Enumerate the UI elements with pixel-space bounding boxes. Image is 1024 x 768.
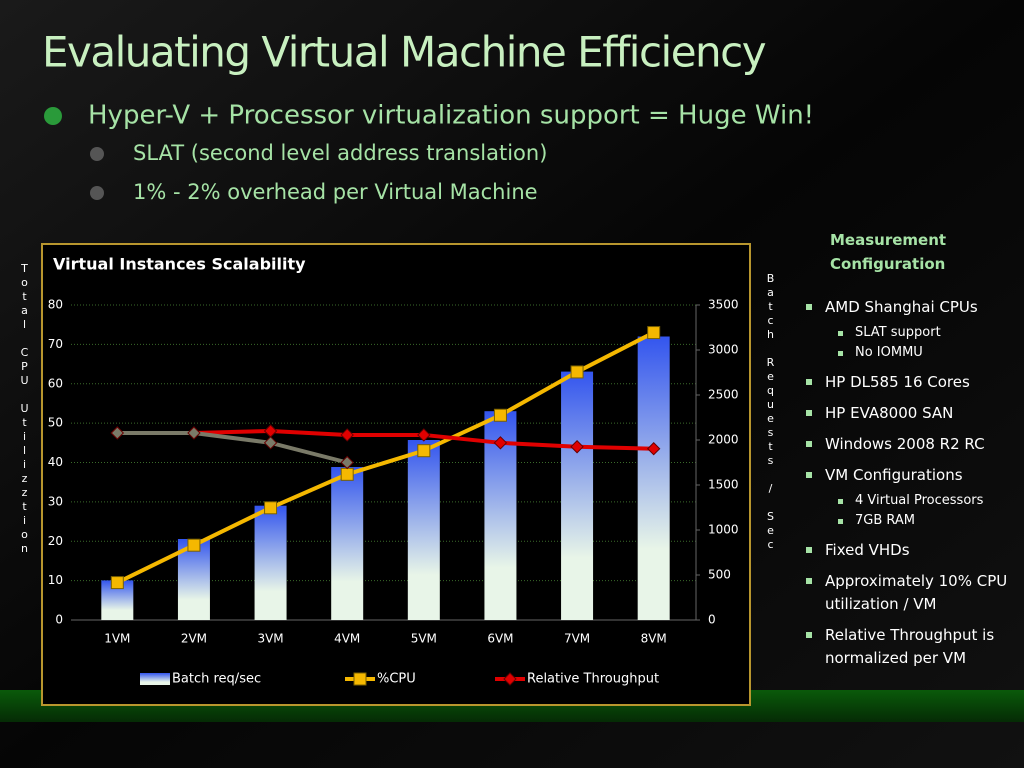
line-marker: [646, 442, 661, 456]
series-line: [116, 330, 655, 585]
line-marker: [264, 501, 278, 515]
y-tick-label: 10: [48, 573, 63, 587]
legend-label: %CPU: [377, 672, 416, 687]
bar: [637, 336, 670, 620]
x-tick-label: 3VM: [257, 632, 283, 646]
bar: [407, 440, 440, 620]
line-marker: [570, 440, 584, 454]
y2-tick-label: 1000: [708, 523, 739, 537]
y2-tick-label: 0: [708, 613, 716, 627]
x-tick-label: 5VM: [411, 632, 437, 646]
y2-tick-label: 2000: [708, 433, 739, 447]
x-tick-label: 8VM: [641, 632, 667, 646]
y2-tick-label: 3500: [708, 298, 739, 312]
x-tick-label: 4VM: [334, 632, 360, 646]
config-item: Windows 2008 R2 RC: [800, 433, 1010, 456]
line-marker: [353, 672, 367, 686]
y2-tick-label: 1500: [708, 478, 739, 492]
x-tick-label: 7VM: [564, 632, 590, 646]
config-item: AMD Shanghai CPUs: [800, 296, 1010, 319]
sub-bullet: SLAT (second level address translation): [133, 141, 547, 165]
line-marker: [417, 444, 431, 458]
config-item: Fixed VHDs: [800, 539, 1010, 562]
y-tick-label: 70: [48, 337, 63, 351]
bar: [561, 371, 594, 620]
config-subitem: 7GB RAM: [800, 511, 1010, 531]
line-marker: [187, 426, 201, 440]
config-item: Approximately 10% CPU utilization / VM: [800, 570, 1010, 616]
y-tick-label: 50: [48, 416, 63, 430]
bar: [331, 467, 364, 620]
x-tick-label: 2VM: [181, 632, 207, 646]
bullet-icon: [44, 107, 62, 125]
config-item: HP EVA8000 SAN: [800, 402, 1010, 425]
sub-bullet: 1% - 2% overhead per Virtual Machine: [133, 180, 538, 204]
slide-title: Evaluating Virtual Machine Efficiency: [42, 28, 766, 77]
line-marker: [263, 436, 278, 450]
y-tick-label: 0: [55, 613, 63, 627]
y-tick-label: 30: [48, 494, 63, 508]
x-tick-label: 6VM: [487, 632, 513, 646]
y-tick-label: 40: [48, 455, 63, 469]
line-marker: [110, 576, 124, 590]
series-line: [117, 430, 348, 465]
y-tick-label: 60: [48, 376, 63, 390]
bar: [254, 505, 287, 620]
config-item: VM Configurations: [800, 464, 1010, 487]
y2-tick-label: 3000: [708, 343, 739, 357]
bullet-dot: [90, 186, 104, 200]
line-marker: [340, 428, 354, 442]
bullet-dot: [90, 147, 104, 161]
line-marker: [263, 424, 278, 438]
x-tick-label: 1VM: [104, 632, 130, 646]
line-marker: [493, 436, 508, 450]
line-marker: [570, 365, 584, 379]
chart-frame: [41, 243, 751, 706]
config-item: HP DL585 16 Cores: [800, 371, 1010, 394]
line-marker: [187, 538, 201, 552]
line-marker: [503, 672, 517, 686]
config-subitems: 4 Virtual Processors 7GB RAM: [800, 491, 1010, 531]
config-subitem: 4 Virtual Processors: [800, 491, 1010, 511]
config-heading: Measurement Configuration: [830, 231, 947, 273]
y-tick-label: 80: [48, 298, 63, 312]
legend-swatch: [140, 673, 170, 685]
config-subitem: SLAT support: [800, 323, 1010, 343]
config-panel: Measurement Configuration AMD Shanghai C…: [800, 228, 1010, 678]
line-marker: [647, 326, 661, 340]
y2-axis-title: Batch Requests / Sec: [764, 272, 777, 552]
line-marker: [340, 467, 354, 481]
line-marker: [340, 455, 354, 470]
legend-label: Relative Throughput: [527, 672, 659, 687]
y-tick-label: 20: [48, 534, 63, 548]
config-subitems: SLAT support No IOMMU: [800, 323, 1010, 363]
line-marker: [493, 408, 507, 422]
bullet: Hyper-V + Processor virtualization suppo…: [88, 101, 814, 131]
config-item: Relative Throughput is normalized per VM: [800, 624, 1010, 670]
chart-title: Virtual Instances Scalability: [53, 255, 306, 274]
legend-label: Batch req/sec: [172, 672, 261, 687]
y2-tick-label: 500: [708, 568, 731, 582]
line-marker: [417, 428, 431, 442]
config-subitem: No IOMMU: [800, 343, 1010, 363]
line-marker: [110, 426, 125, 440]
y2-tick-label: 2500: [708, 388, 739, 402]
y-axis-title: Total CPU Utilizztion: [18, 262, 31, 556]
